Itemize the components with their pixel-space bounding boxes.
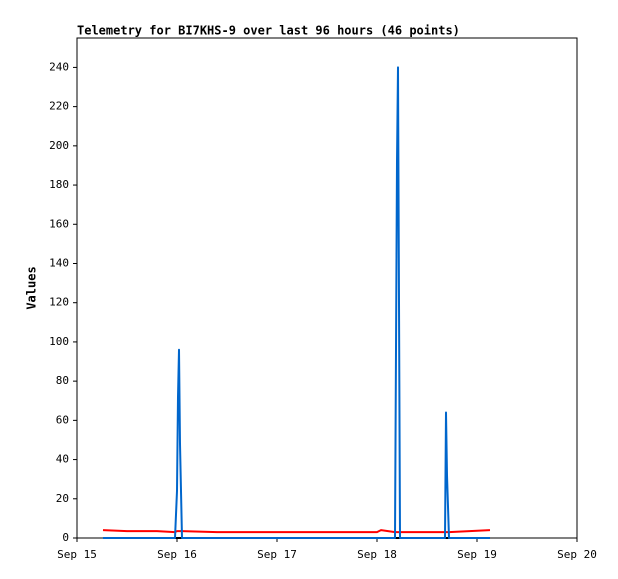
y-tick-label: 80	[56, 374, 69, 387]
y-tick-label: 100	[49, 335, 69, 348]
x-tick-label: Sep 19	[457, 548, 497, 561]
y-tick-label: 0	[62, 531, 69, 544]
y-axis-label: Values	[25, 266, 39, 309]
x-tick-label: Sep 16	[157, 548, 197, 561]
x-tick-label: Sep 20	[557, 548, 597, 561]
y-tick-label: 180	[49, 178, 69, 191]
y-tick-label: 140	[49, 256, 69, 269]
y-tick-label: 60	[56, 413, 69, 426]
y-tick-label: 220	[49, 100, 69, 113]
y-tick-label: 20	[56, 492, 69, 505]
x-tick-label: Sep 15	[57, 548, 97, 561]
y-tick-label: 240	[49, 60, 69, 73]
x-tick-label: Sep 18	[357, 548, 397, 561]
data-line	[103, 66, 490, 539]
chart-title: Telemetry for BI7KHS-9 over last 96 hour…	[77, 24, 460, 38]
y-tick-label: 200	[49, 139, 69, 152]
y-tick-label: 120	[49, 296, 69, 309]
y-tick-label: 40	[56, 453, 69, 466]
x-tick-label: Sep 17	[257, 548, 297, 561]
y-tick-label: 160	[49, 217, 69, 230]
